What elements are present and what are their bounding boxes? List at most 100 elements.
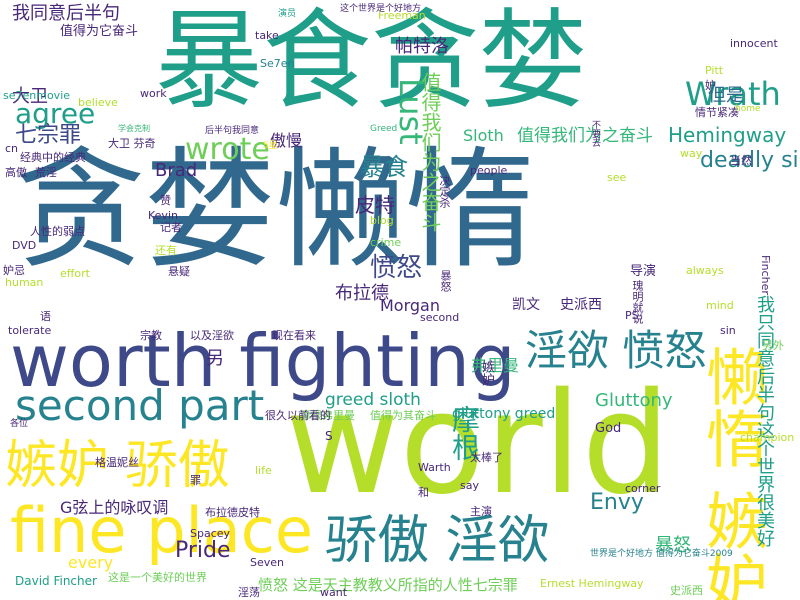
cloud-word: Sloth — [463, 126, 504, 145]
cloud-word: 这个世界是个好地方 — [340, 4, 422, 14]
cloud-word: 暴食贪婪 — [155, 0, 588, 124]
cloud-word: 导演 — [630, 264, 657, 279]
cloud-word: deadly sin — [700, 148, 800, 173]
cloud-word: effort — [60, 267, 90, 280]
cloud-word: crime — [370, 236, 402, 249]
cloud-word: 不要去 — [590, 120, 600, 147]
cloud-word: people — [470, 164, 508, 177]
cloud-word: 高傲 — [5, 166, 27, 179]
cloud-word: Freeman — [378, 9, 426, 22]
cloud-word: 情节紧凑 — [695, 106, 739, 119]
cloud-word: Kevin — [148, 209, 178, 222]
cloud-word: 格温妮丝 — [95, 456, 139, 469]
cloud-word: 宗教 — [140, 329, 162, 342]
cloud-word: Spacey — [190, 527, 231, 540]
cloud-word: cn — [5, 142, 19, 155]
cloud-word: 记者 — [160, 221, 182, 234]
cloud-word: G弦上的咏叹调 — [60, 498, 169, 517]
cloud-word: 史派西 — [560, 297, 602, 313]
cloud-word: 各位 — [10, 419, 29, 429]
cloud-word: human — [5, 276, 44, 289]
cloud-word: Se7en — [260, 57, 295, 70]
cloud-word: want — [320, 586, 348, 599]
cloud-word: 罪 — [190, 474, 201, 487]
cloud-word: 语 — [40, 310, 51, 323]
cloud-word: Wrath — [685, 75, 781, 113]
cloud-word: 荒淫 — [35, 166, 57, 179]
cloud-word: Fincher — [759, 255, 772, 295]
cloud-word: blog — [370, 214, 394, 227]
cloud-word: 悬疑 — [168, 265, 190, 278]
cloud-word: worth fighting — [10, 319, 516, 403]
cloud-word: 淫荡 — [238, 586, 260, 599]
cloud-word: corner — [625, 482, 661, 495]
cloud-word: 值得我们为之奋斗 — [517, 126, 653, 146]
cloud-word: PS — [625, 309, 639, 322]
cloud-word: believe — [78, 96, 118, 109]
cloud-word: 瑰明就说 — [631, 280, 644, 324]
cloud-word: 世界是个好地方 值得为它奋斗2009 — [590, 549, 733, 559]
cloud-word: 妒忌 — [3, 264, 25, 277]
cloud-word: Gluttony — [595, 390, 673, 411]
cloud-word: 值得为它奋斗 — [60, 24, 139, 39]
cloud-word: 布拉德 — [335, 283, 389, 304]
cloud-word: Lust — [392, 78, 430, 145]
cloud-word: mind — [706, 299, 734, 312]
cloud-word: life — [255, 464, 272, 477]
cloud-word: 贪婪懒惰 — [15, 134, 536, 286]
cloud-word: 摩根 — [448, 405, 481, 461]
cloud-word: 骄傲 淫欲 — [325, 511, 550, 571]
cloud-word: 很久以前看的 — [265, 409, 331, 422]
cloud-word: 另 — [206, 348, 224, 369]
cloud-word: David Fincher — [15, 574, 97, 588]
cloud-word: second — [420, 311, 460, 324]
cloud-word: 这是一个美好的世界 — [108, 571, 207, 584]
cloud-word: greed sloth — [325, 390, 421, 410]
cloud-word: 大卫 — [12, 86, 48, 107]
cloud-word: 凯文 — [512, 297, 540, 313]
cloud-word: 嫉妒 骄傲 — [5, 436, 230, 496]
cloud-word: 暴食 — [360, 153, 408, 181]
cloud-word: 值得我们为之奋斗 — [418, 72, 442, 232]
cloud-word: 和 — [418, 486, 429, 499]
cloud-word: Hemingway — [668, 123, 787, 147]
cloud-word: home — [735, 104, 761, 114]
cloud-word: say — [460, 479, 479, 492]
cloud-word: Pitt — [705, 64, 724, 77]
cloud-word: work — [140, 87, 167, 100]
cloud-word: every — [68, 553, 114, 572]
cloud-word: 帕特洛 — [395, 36, 449, 57]
cloud-word: 太棒了 — [470, 451, 503, 464]
cloud-word: Ernest Hemingway — [540, 577, 644, 590]
cloud-word: 大卫 芬奇 — [108, 137, 156, 150]
cloud-word: 值得为其奋斗 — [370, 409, 436, 422]
cloud-word: 嫉妒 — [479, 360, 494, 386]
cloud-word: champion — [740, 431, 795, 444]
cloud-word: 经典中的经典 — [20, 151, 86, 164]
cloud-word: agree — [15, 97, 96, 130]
cloud-word: 愤怒 — [370, 253, 423, 283]
cloud-word: tolerate — [8, 324, 52, 337]
cloud-word: Envy — [590, 490, 644, 515]
cloud-word: 现在看来 — [272, 329, 316, 342]
cloud-word: world — [285, 363, 671, 526]
cloud-word: 后半句我同意 — [205, 126, 260, 136]
cloud-word: DVD — [12, 239, 37, 252]
cloud-word: 以及淫欲 — [190, 329, 234, 342]
cloud-word: see — [607, 171, 627, 184]
cloud-word: 淫欲 愤怒 — [525, 326, 707, 375]
cloud-word: S — [325, 429, 333, 443]
cloud-word: God — [595, 421, 622, 436]
cloud-word: sin — [720, 324, 736, 337]
cloud-word: Morgan — [380, 296, 440, 315]
cloud-word: way — [680, 147, 703, 160]
cloud-word: 主演 — [470, 505, 492, 518]
cloud-word: 赞 — [160, 194, 171, 207]
cloud-word: 还有 — [155, 244, 177, 257]
cloud-word: always — [686, 264, 724, 277]
cloud-word: Warth — [418, 461, 451, 474]
cloud-word: 愤怒 这是天主教教义所指的人性七宗罪 — [258, 576, 518, 594]
cloud-word: Seven — [250, 556, 284, 569]
cloud-word: gluttony greed — [452, 406, 556, 422]
cloud-word: Brad — [155, 160, 198, 181]
